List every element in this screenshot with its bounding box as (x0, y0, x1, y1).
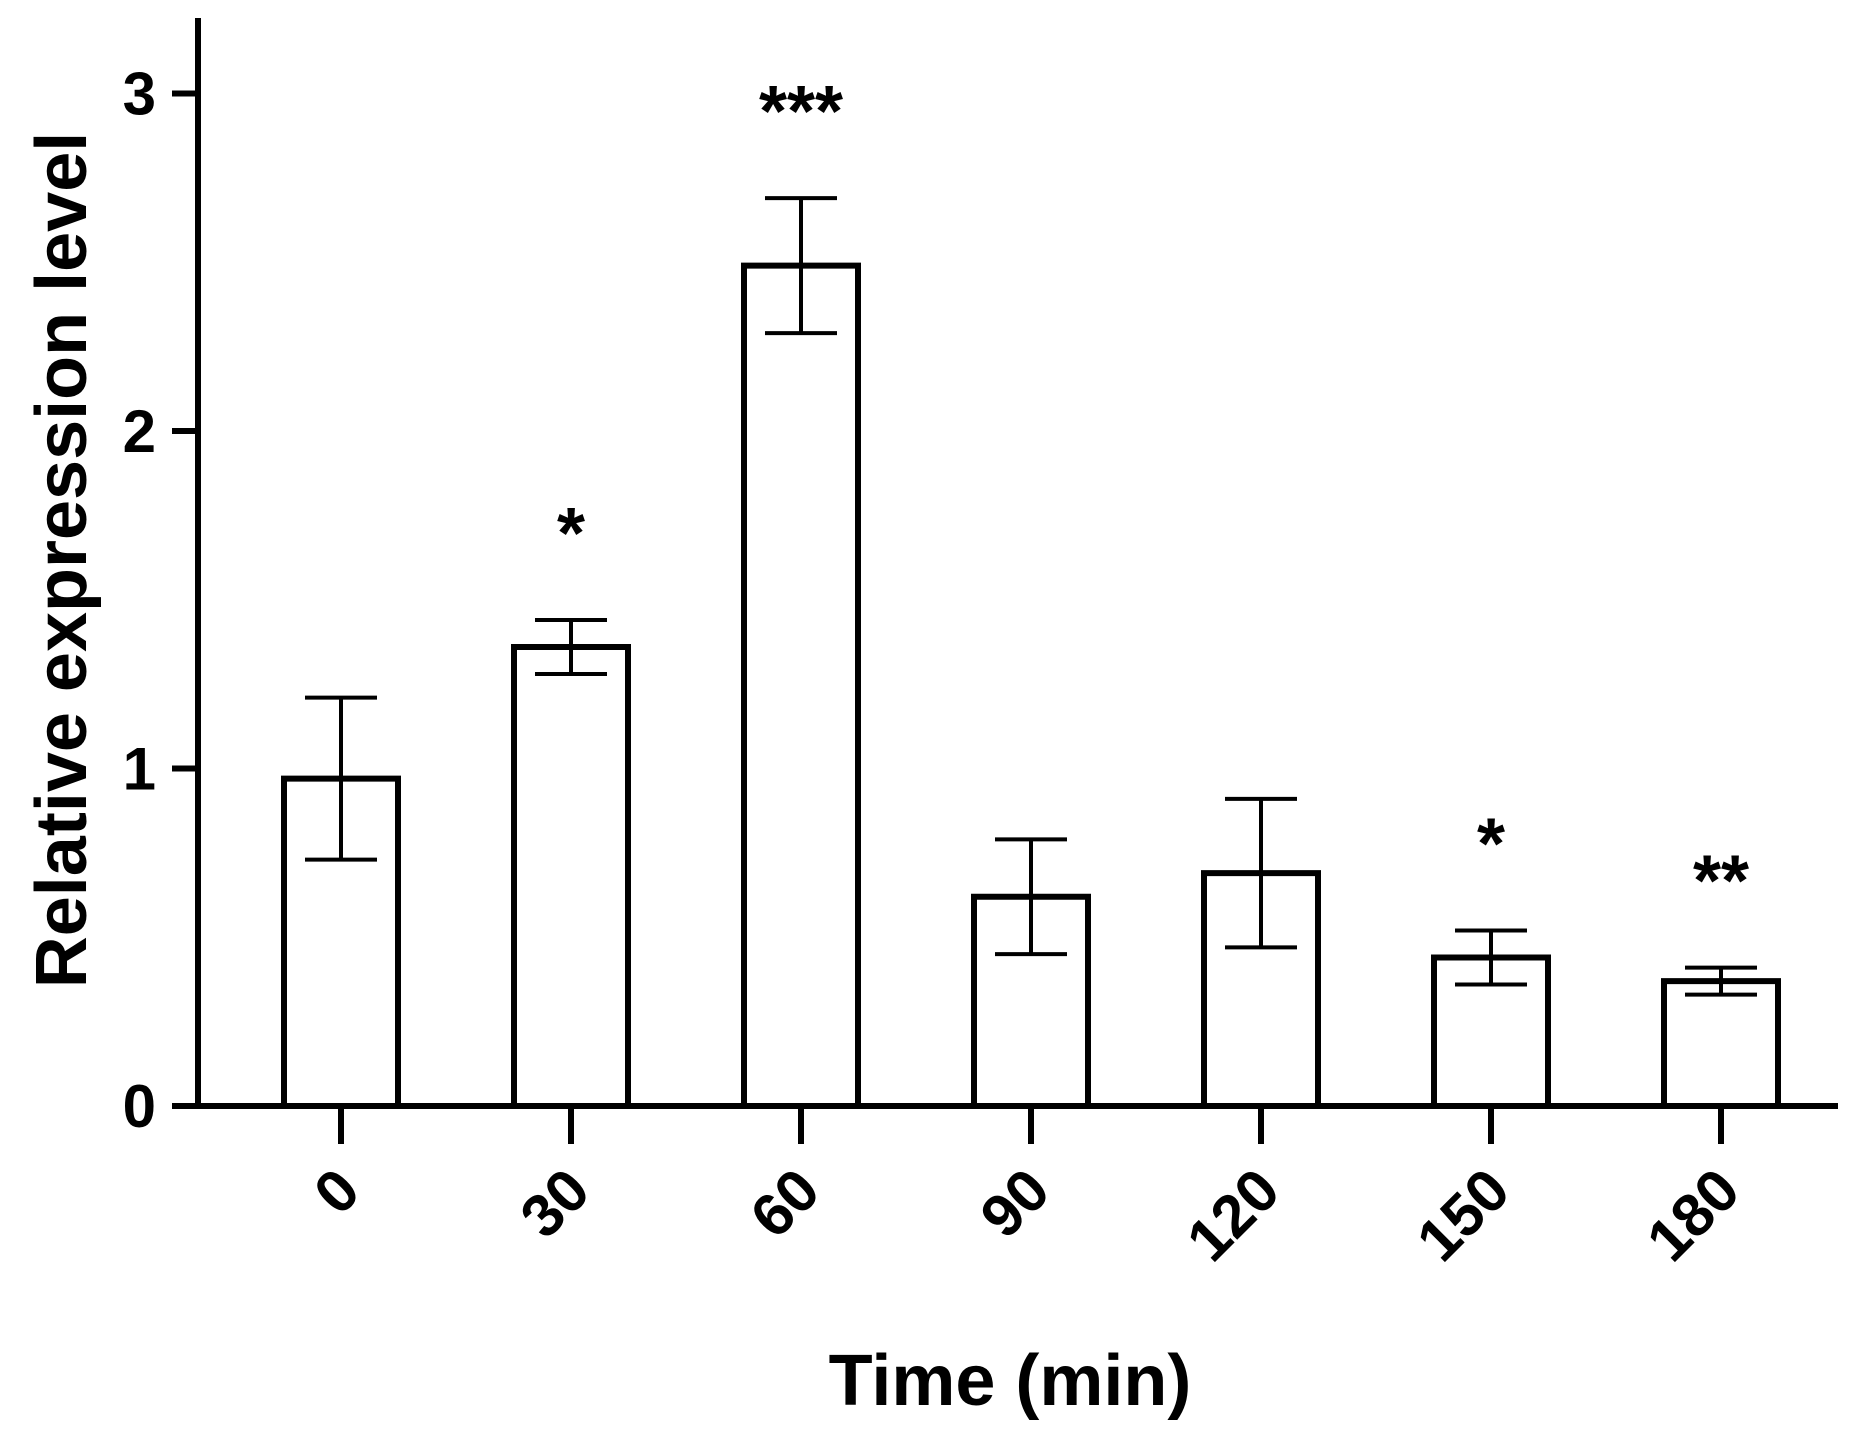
x-tick-label: 90 (968, 1156, 1063, 1251)
x-tick-label: 30 (508, 1156, 603, 1251)
x-tick-label: 0 (301, 1156, 372, 1227)
y-tick-label: 0 (123, 1073, 156, 1140)
error-bars-layer (305, 196, 1757, 997)
x-tick-label: 150 (1404, 1156, 1522, 1274)
x-tick-label: 60 (738, 1156, 833, 1251)
y-tick-label: 1 (123, 736, 156, 803)
bars-layer (281, 262, 1781, 1109)
y-tick-label: 2 (123, 398, 156, 465)
x-tick-label: 120 (1174, 1156, 1292, 1274)
axes-layer (195, 18, 1838, 1109)
significance-label: ** (1693, 842, 1749, 922)
bar-150 (1431, 954, 1551, 1109)
bar-180 (1661, 978, 1781, 1109)
bar-60 (741, 262, 861, 1109)
significance-label: * (557, 494, 585, 574)
bar-30 (511, 644, 631, 1109)
y-tick-label: 3 (123, 61, 156, 128)
y-axis-title: Relative expression level (22, 132, 102, 988)
significance-label: *** (759, 72, 843, 152)
x-ticks-layer: 0 30 60 90 120 150 180 (301, 1106, 1752, 1274)
x-tick-label: 180 (1634, 1156, 1752, 1274)
significance-label: * (1477, 805, 1505, 885)
y-ticks-layer: 0 1 2 3 (123, 61, 198, 1140)
x-axis-title: Time (min) (829, 1341, 1192, 1421)
significance-labels-layer: ***** ** (557, 72, 1749, 922)
